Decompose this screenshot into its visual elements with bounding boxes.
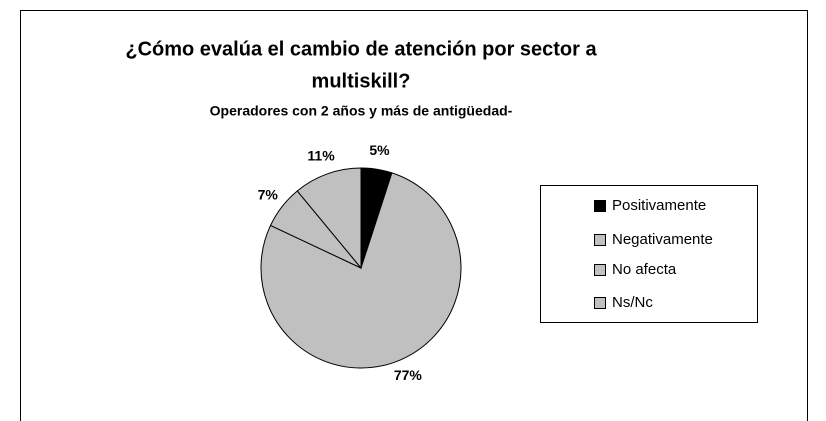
chart-title: ¿Cómo evalúa el cambio de atención por s… <box>125 38 597 60</box>
legend-swatch <box>594 234 606 246</box>
legend-swatch <box>594 200 606 212</box>
legend-box <box>540 185 758 323</box>
chart-subtitle: Operadores con 2 años y más de antigüeda… <box>210 103 513 119</box>
pie-slice <box>260 172 462 369</box>
data-label: 77% <box>394 367 423 383</box>
data-label: 5% <box>369 142 390 158</box>
data-label: 11% <box>307 148 335 164</box>
legend-swatch <box>594 264 606 276</box>
legend-label: Ns/Nc <box>612 294 653 311</box>
legend-label: No afecta <box>612 261 677 278</box>
legend-swatch <box>594 297 606 309</box>
data-label: 7% <box>258 186 279 202</box>
chart-title: multiskill? <box>312 70 411 92</box>
legend-label: Negativamente <box>612 231 713 248</box>
pie-slice <box>296 167 362 270</box>
legend-label: Positivamente <box>612 197 706 214</box>
